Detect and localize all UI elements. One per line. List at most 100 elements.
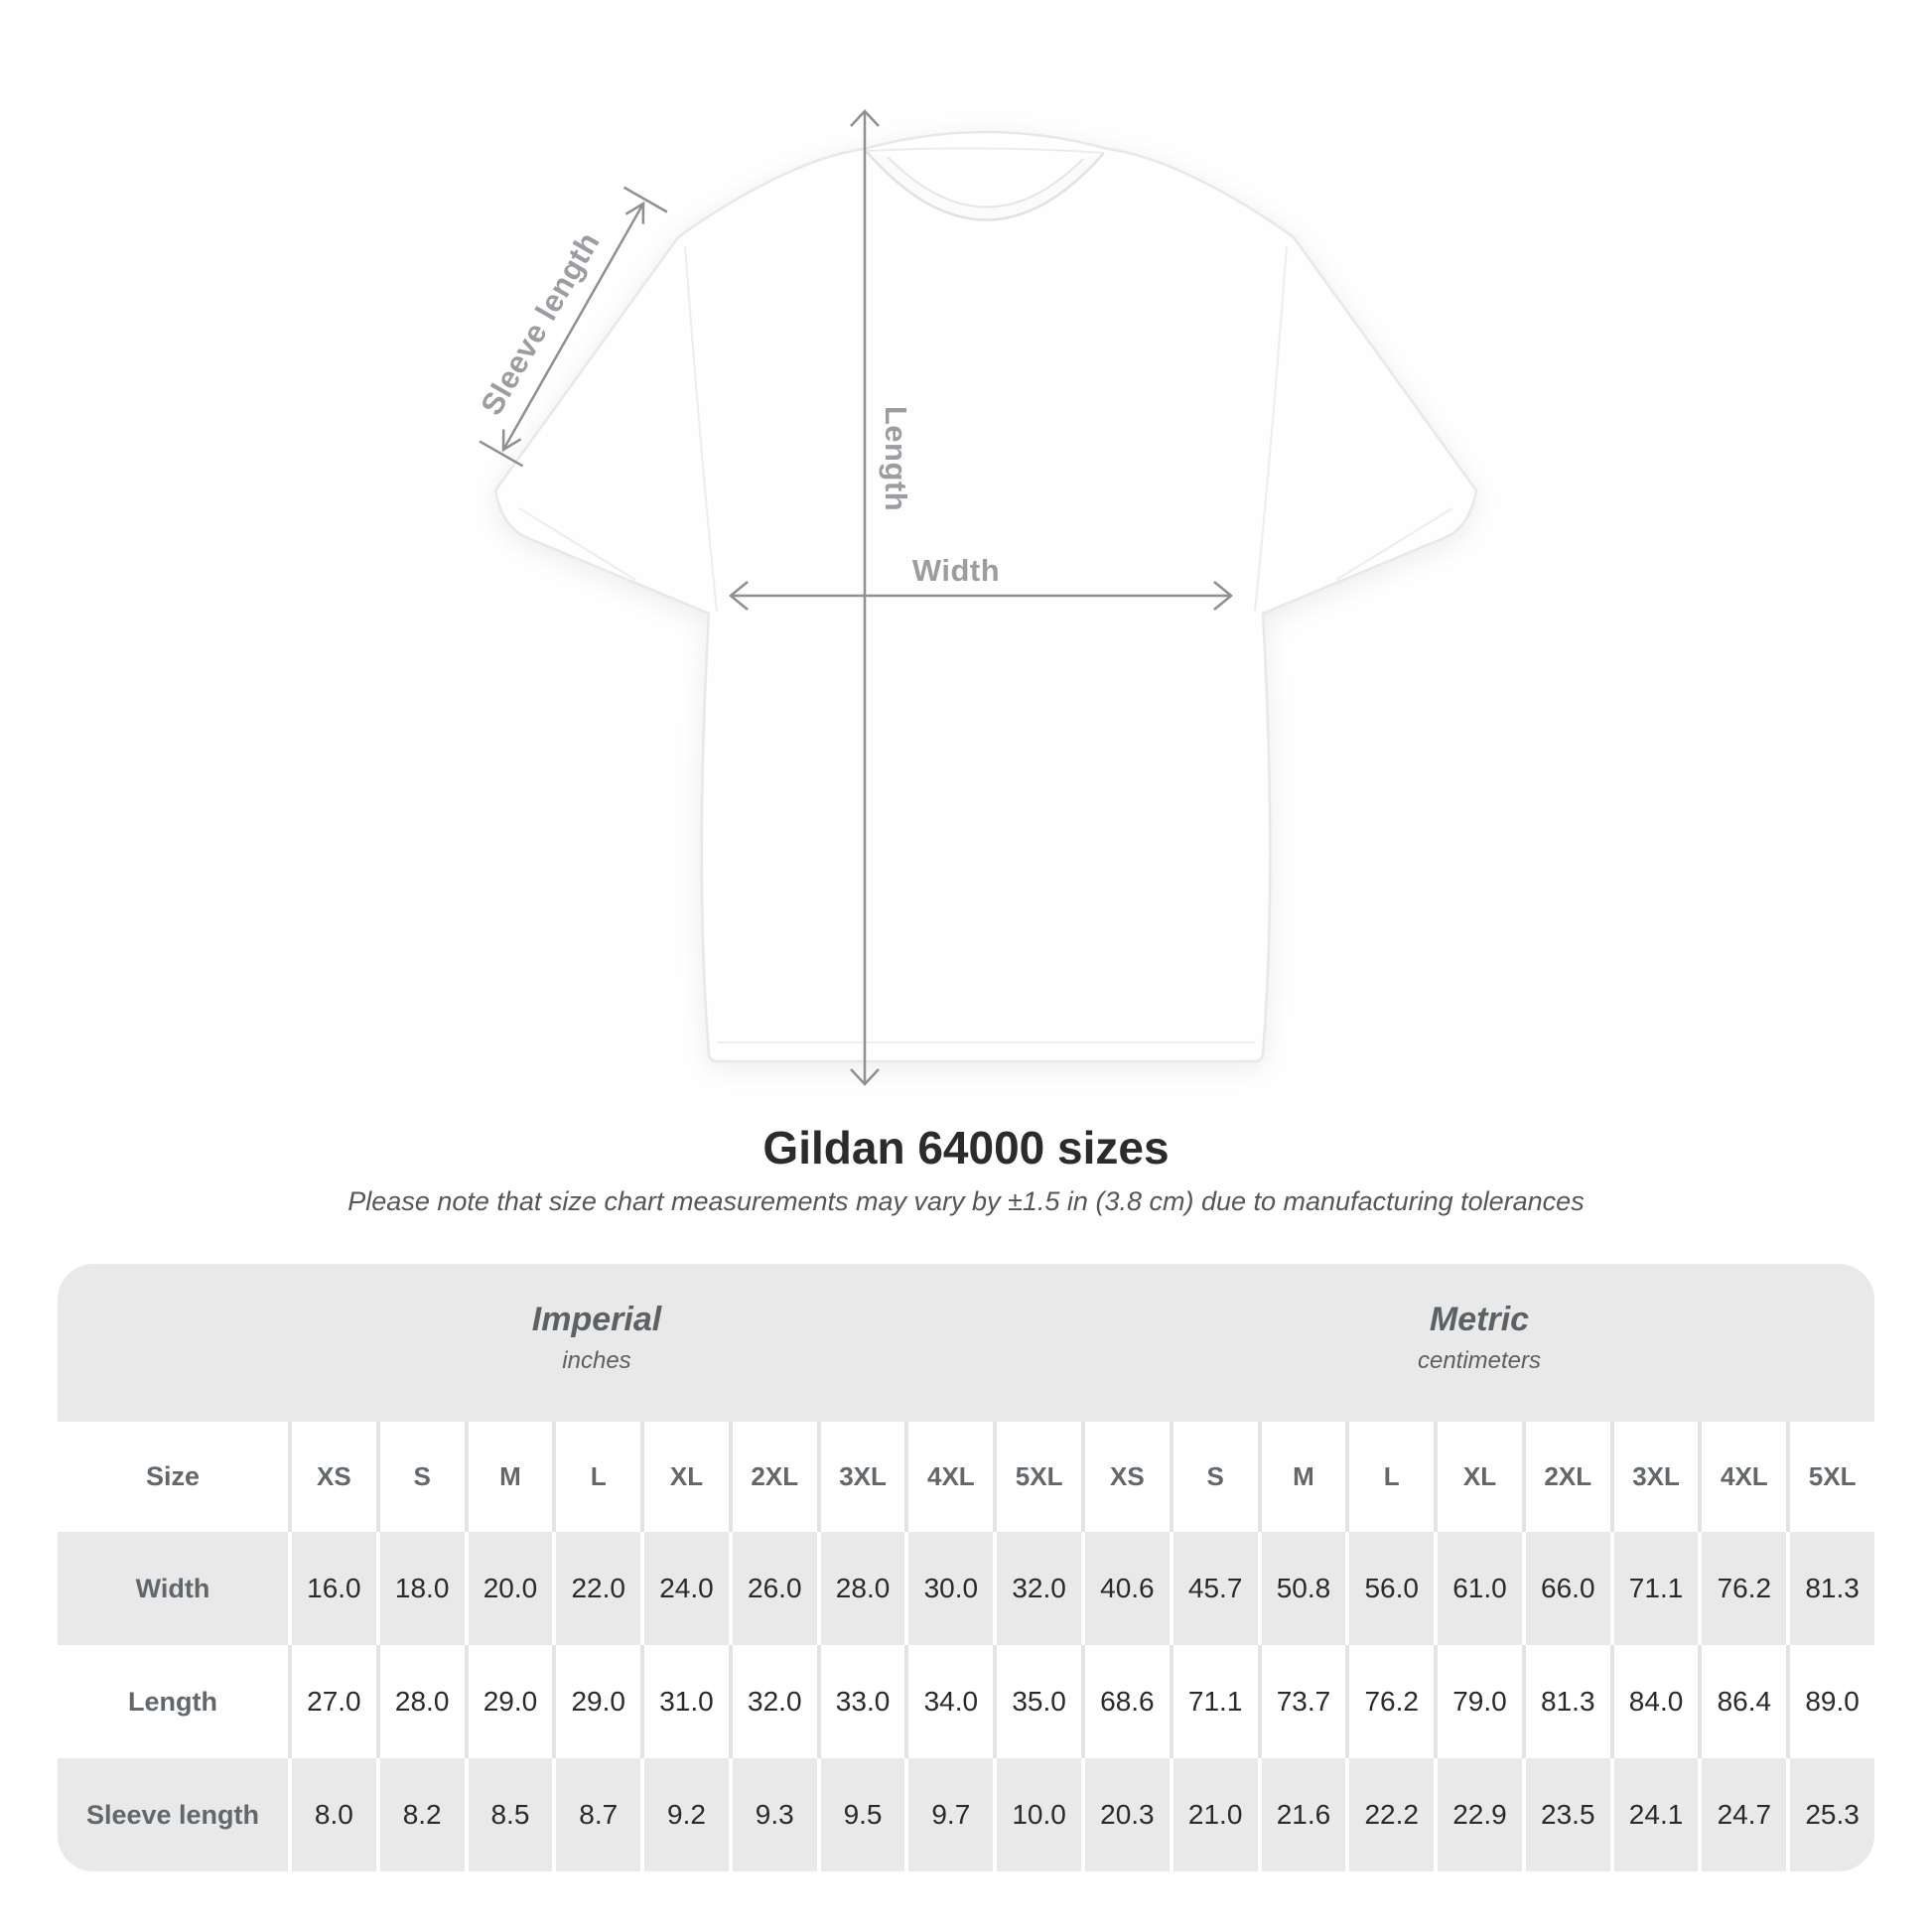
value-cell-imperial: 27.0: [288, 1645, 376, 1758]
size-header-metric-4xl: 4XL: [1698, 1422, 1786, 1532]
size-header-metric-5xl: 5XL: [1786, 1422, 1874, 1532]
size-header-imperial-m: M: [464, 1422, 553, 1532]
value-cell-imperial: 29.0: [464, 1645, 553, 1758]
value-cell-imperial: 8.2: [375, 1758, 465, 1871]
value-cell-metric: 76.2: [1698, 1532, 1786, 1645]
value-cell-metric: 45.7: [1169, 1532, 1258, 1645]
value-cell-metric: 76.2: [1345, 1645, 1434, 1758]
value-cell-metric: 25.3: [1786, 1758, 1874, 1871]
value-cell-imperial: 22.0: [552, 1532, 640, 1645]
value-cell-metric: 40.6: [1081, 1532, 1170, 1645]
length-label: Length: [879, 406, 913, 511]
row-label: Width: [135, 1573, 210, 1603]
value-cell-metric: 56.0: [1345, 1532, 1434, 1645]
value-cell-metric: 79.0: [1434, 1645, 1522, 1758]
right-sleeve-hem: [1335, 507, 1453, 581]
value-cell-imperial: 35.0: [993, 1645, 1081, 1758]
width-label: Width: [912, 553, 1000, 588]
size-header-imperial-3xl: 3XL: [816, 1422, 905, 1532]
value-cell-imperial: 9.7: [904, 1758, 993, 1871]
unit-group-imperial: Imperial inches: [532, 1264, 661, 1375]
unit-header-band: Imperial inches Metric centimeters: [58, 1264, 1874, 1422]
value-cell-imperial: 31.0: [640, 1645, 729, 1758]
table-row-length: Length 27.0 28.0 29.0 29.0 31.0 32.0 33.0 34.0 35…: [58, 1645, 1874, 1758]
value-cell-imperial: 20.0: [464, 1532, 553, 1645]
value-cell-metric: 24.7: [1698, 1758, 1786, 1871]
value-cell-metric: 68.6: [1081, 1645, 1170, 1758]
size-header-row: Size XS S M L XL 2XL 3XL 4XL 5XL XS S M L XL 2XL 3XL 4XL 5…: [58, 1422, 1874, 1532]
value-cell-imperial: 9.2: [640, 1758, 729, 1871]
size-header-metric-l: L: [1345, 1422, 1434, 1532]
value-cell-imperial: 28.0: [375, 1645, 465, 1758]
left-sleeve-hem: [518, 507, 636, 581]
value-cell-metric: 20.3: [1081, 1758, 1170, 1871]
size-header-metric-xs: XS: [1081, 1422, 1170, 1532]
value-cell-metric: 71.1: [1609, 1532, 1699, 1645]
size-header-imperial-2xl: 2XL: [728, 1422, 817, 1532]
imperial-unit: inches: [562, 1347, 631, 1374]
value-cell-metric: 81.3: [1521, 1645, 1610, 1758]
value-cell-metric: 21.0: [1169, 1758, 1258, 1871]
size-header-metric-3xl: 3XL: [1609, 1422, 1699, 1532]
value-cell-imperial: 26.0: [728, 1532, 817, 1645]
size-header-imperial-5xl: 5XL: [993, 1422, 1081, 1532]
value-cell-metric: 86.4: [1698, 1645, 1786, 1758]
value-cell-imperial: 29.0: [552, 1645, 640, 1758]
value-cell-imperial: 8.5: [464, 1758, 553, 1871]
table-row-width: Width 16.0 18.0 20.0 22.0 24.0 26.0 28.0 30.0 32.…: [58, 1532, 1874, 1645]
value-cell-imperial: 10.0: [993, 1758, 1081, 1871]
table-row-sleeve-length: Sleeve length 8.0 8.2 8.5 8.7 9.2 9.3 9.5 9.7 10.…: [58, 1758, 1874, 1871]
value-cell-metric: 81.3: [1786, 1532, 1874, 1645]
value-cell-imperial: 16.0: [288, 1532, 376, 1645]
value-cell-metric: 23.5: [1521, 1758, 1610, 1871]
tshirt-measurement-diagram: Length Width Sleeve length: [474, 109, 1478, 1086]
value-cell-metric: 66.0: [1521, 1532, 1610, 1645]
row-label: Length: [128, 1686, 217, 1717]
value-cell-imperial: 18.0: [375, 1532, 465, 1645]
width-arrow: [729, 581, 1233, 611]
value-cell-metric: 50.8: [1257, 1532, 1346, 1645]
value-cell-imperial: 24.0: [640, 1532, 729, 1645]
metric-unit: centimeters: [1417, 1347, 1542, 1374]
value-cell-metric: 71.1: [1169, 1645, 1258, 1758]
right-sleeve-seam: [1254, 245, 1288, 613]
value-cell-imperial: 8.7: [552, 1758, 640, 1871]
size-header-metric-m: M: [1257, 1422, 1346, 1532]
metric-title: Metric: [1429, 1301, 1530, 1338]
page-subtitle: Please note that size chart measurements…: [347, 1186, 1585, 1216]
value-cell-imperial: 32.0: [728, 1645, 817, 1758]
value-cell-metric: 22.2: [1345, 1758, 1434, 1871]
size-column-header: Size: [145, 1461, 201, 1491]
row-label: Sleeve length: [85, 1799, 260, 1830]
value-cell-imperial: 34.0: [904, 1645, 993, 1758]
measurement-rows: Width 16.0 18.0 20.0 22.0 24.0 26.0 28.0 30.0 32.…: [58, 1532, 1874, 1871]
size-header-imperial-xl: XL: [640, 1422, 729, 1532]
value-cell-metric: 21.6: [1257, 1758, 1346, 1871]
size-header-metric-2xl: 2XL: [1521, 1422, 1610, 1532]
value-cell-imperial: 33.0: [816, 1645, 905, 1758]
imperial-title: Imperial: [531, 1301, 662, 1338]
size-table: Imperial inches Metric centimeters Size X…: [58, 1264, 1874, 1871]
page-title: Gildan 64000 sizes: [762, 1122, 1170, 1173]
size-header-imperial-s: S: [375, 1422, 465, 1532]
value-cell-metric: 89.0: [1786, 1645, 1874, 1758]
length-arrow: [850, 109, 880, 1086]
size-header-metric-s: S: [1169, 1422, 1258, 1532]
title-block: Gildan 64000 sizes Please note that size…: [0, 1122, 1932, 1217]
value-cell-metric: 22.9: [1434, 1758, 1522, 1871]
left-sleeve-seam: [684, 245, 718, 613]
value-cell-imperial: 9.5: [816, 1758, 905, 1871]
value-cell-imperial: 8.0: [288, 1758, 376, 1871]
tshirt-illustration: Length Width Sleeve length: [474, 109, 1478, 1086]
value-cell-imperial: 28.0: [816, 1532, 905, 1645]
value-cell-metric: 73.7: [1257, 1645, 1346, 1758]
sleeve-length-arrow: [479, 186, 668, 468]
value-cell-metric: 84.0: [1609, 1645, 1699, 1758]
size-header-metric-xl: XL: [1434, 1422, 1522, 1532]
size-header-imperial-4xl: 4XL: [904, 1422, 993, 1532]
size-header-imperial-l: L: [552, 1422, 640, 1532]
size-header-imperial-xs: XS: [288, 1422, 376, 1532]
value-cell-metric: 24.1: [1609, 1758, 1699, 1871]
value-cell-imperial: 32.0: [993, 1532, 1081, 1645]
value-cell-imperial: 9.3: [728, 1758, 817, 1871]
